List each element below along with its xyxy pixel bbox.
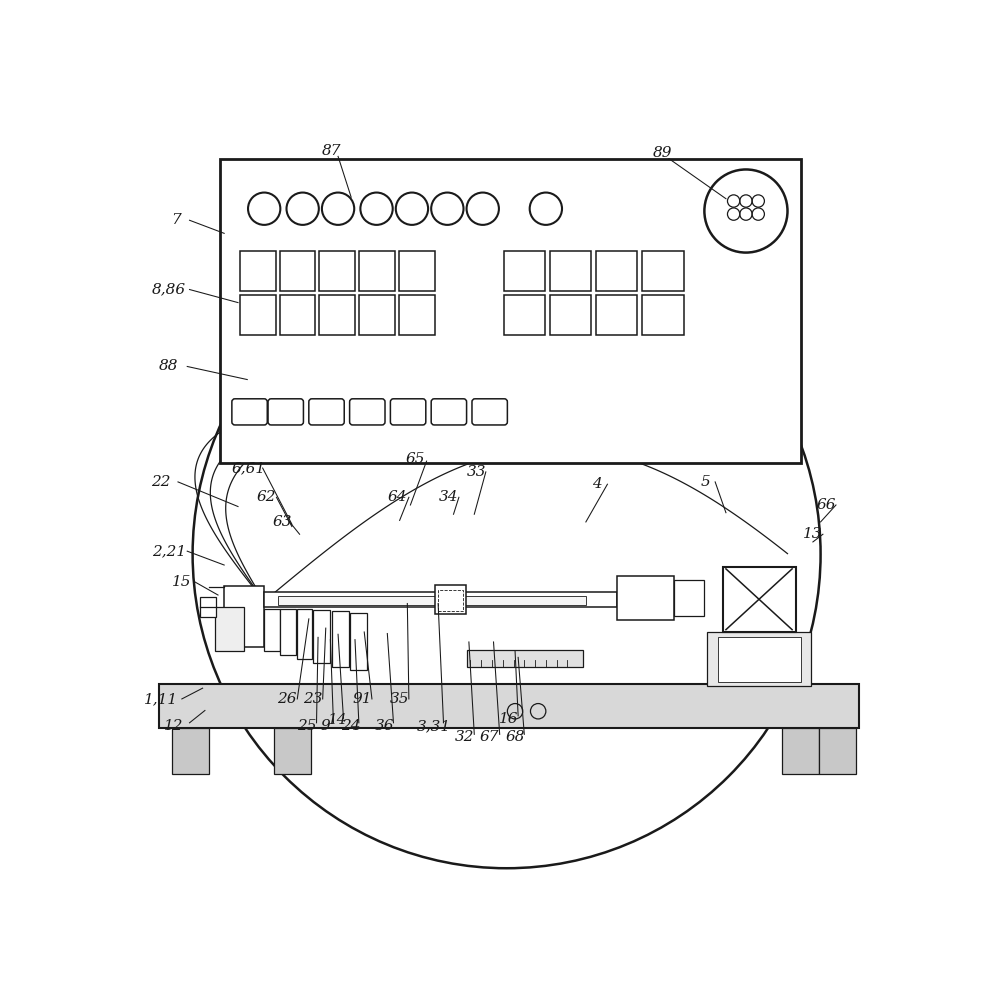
Text: 34: 34: [439, 490, 459, 504]
Bar: [642, 295, 683, 335]
Bar: [503, 295, 545, 335]
Text: 35: 35: [390, 692, 409, 706]
Text: 66: 66: [817, 498, 836, 512]
Text: 25: 25: [298, 719, 317, 733]
Text: 36: 36: [374, 719, 394, 733]
Bar: [438, 590, 463, 611]
Text: 3,31: 3,31: [416, 719, 451, 733]
Bar: [642, 251, 683, 291]
Text: 65: 65: [405, 452, 425, 466]
Text: 23: 23: [303, 692, 323, 706]
Text: 15: 15: [172, 575, 192, 589]
Text: 9: 9: [321, 719, 331, 733]
Text: 14: 14: [329, 713, 348, 727]
Text: 26: 26: [277, 692, 297, 706]
Text: 89: 89: [653, 146, 672, 160]
Bar: [782, 728, 819, 774]
Bar: [280, 609, 296, 655]
Bar: [159, 684, 859, 728]
Bar: [278, 596, 586, 605]
Bar: [172, 728, 209, 774]
Bar: [200, 597, 216, 617]
Bar: [503, 251, 545, 291]
Bar: [351, 613, 367, 670]
Bar: [297, 609, 312, 659]
Bar: [359, 295, 395, 335]
Bar: [314, 610, 331, 663]
Text: 67: 67: [480, 730, 499, 744]
Text: 32: 32: [456, 730, 475, 744]
Text: 64: 64: [387, 490, 407, 504]
Bar: [280, 295, 316, 335]
Bar: [220, 159, 801, 463]
Bar: [550, 251, 591, 291]
Text: 91: 91: [353, 692, 372, 706]
Text: 7: 7: [172, 213, 182, 227]
Text: 22: 22: [151, 475, 171, 489]
Bar: [718, 637, 801, 682]
Bar: [723, 567, 796, 632]
Bar: [274, 728, 311, 774]
Text: 13: 13: [803, 527, 822, 541]
Text: 16: 16: [499, 712, 518, 726]
Text: 5: 5: [701, 475, 711, 489]
Bar: [707, 632, 811, 686]
Text: 24: 24: [342, 719, 360, 733]
Text: 87: 87: [322, 144, 342, 158]
Text: 8,86: 8,86: [152, 283, 186, 297]
Bar: [224, 586, 264, 647]
Text: 62: 62: [257, 490, 276, 504]
Bar: [264, 609, 280, 651]
Bar: [819, 728, 856, 774]
Text: 12: 12: [165, 719, 184, 733]
Bar: [240, 295, 276, 335]
Text: 2,21: 2,21: [152, 544, 186, 558]
Bar: [214, 607, 244, 651]
Bar: [264, 592, 617, 607]
Text: 33: 33: [467, 465, 487, 479]
Bar: [280, 251, 316, 291]
Text: 6,61: 6,61: [231, 461, 266, 475]
Text: 63: 63: [272, 515, 292, 529]
Text: 68: 68: [505, 730, 525, 744]
Bar: [596, 295, 638, 335]
Bar: [320, 251, 355, 291]
Text: 4: 4: [593, 477, 603, 491]
Bar: [674, 580, 704, 616]
Text: 88: 88: [159, 359, 179, 373]
Bar: [435, 585, 466, 614]
Text: 1,11: 1,11: [144, 692, 178, 706]
Bar: [596, 251, 638, 291]
Bar: [468, 650, 583, 667]
Bar: [359, 251, 395, 291]
Bar: [332, 611, 349, 667]
Bar: [550, 295, 591, 335]
Bar: [399, 295, 435, 335]
Bar: [320, 295, 355, 335]
Bar: [617, 576, 674, 620]
Bar: [240, 251, 276, 291]
Bar: [399, 251, 435, 291]
